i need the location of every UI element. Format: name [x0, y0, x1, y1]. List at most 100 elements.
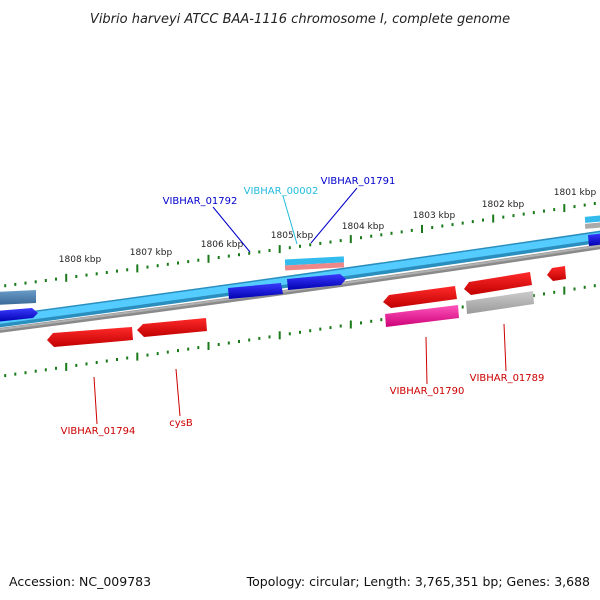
- minor-tick: [146, 265, 149, 269]
- gene-label-vibhar-01792[interactable]: VIBHAR_01792: [163, 196, 238, 207]
- minor-tick: [75, 275, 78, 278]
- upper-features: [0, 215, 600, 305]
- gene-feature[interactable]: [584, 215, 600, 223]
- minor-tick: [360, 321, 362, 325]
- minor-tick: [502, 215, 505, 219]
- minor-tick: [24, 281, 27, 285]
- accession-text: Accession: NC_009783: [9, 574, 151, 589]
- minor-tick: [4, 284, 7, 288]
- minor-tick: [319, 327, 322, 331]
- minor-tick: [543, 209, 545, 213]
- major-tick: [349, 320, 352, 329]
- minor-tick: [390, 231, 393, 235]
- minor-tick: [380, 318, 383, 322]
- minor-tick: [85, 273, 88, 277]
- gene-vibhar-00002[interactable]: [284, 256, 345, 266]
- minor-tick: [512, 214, 515, 218]
- minor-tick: [85, 362, 88, 366]
- minor-tick: [248, 338, 251, 342]
- minor-tick: [177, 261, 179, 265]
- minor-tick: [197, 346, 200, 350]
- scale-label: 1803 kbp: [413, 211, 456, 221]
- minor-tick: [583, 285, 586, 289]
- scale-label: 1804 kbp: [342, 222, 385, 232]
- gene-feature[interactable]: [0, 290, 36, 305]
- minor-tick: [197, 258, 200, 262]
- gene-arrow-vibhar-01791[interactable]: [287, 274, 346, 290]
- minor-tick: [309, 329, 312, 333]
- minor-tick: [187, 347, 190, 351]
- gene-feature[interactable]: [284, 262, 345, 271]
- minor-tick: [268, 249, 271, 252]
- minor-tick: [34, 369, 37, 373]
- gene-arrow[interactable]: [228, 283, 283, 299]
- major-tick: [136, 264, 139, 273]
- minor-tick: [543, 292, 545, 296]
- gene-label-vibhar-01789[interactable]: VIBHAR_01789: [470, 373, 545, 384]
- minor-tick: [105, 359, 108, 363]
- minor-tick: [258, 336, 261, 340]
- major-tick: [65, 362, 68, 371]
- minor-tick: [24, 371, 27, 375]
- gene-arrow-vibhar-01790-rna[interactable]: [385, 305, 459, 327]
- major-tick: [349, 235, 352, 244]
- major-tick: [136, 352, 139, 361]
- gene-label-vibhar-01791[interactable]: VIBHAR_01791: [321, 176, 396, 187]
- minor-tick: [593, 284, 596, 288]
- minor-tick: [573, 287, 576, 291]
- topology-text: Topology: circular; Length: 3,765,351 bp…: [246, 574, 590, 589]
- upper-tick-track: [4, 202, 596, 288]
- gene-label-vibhar-01790[interactable]: VIBHAR_01790: [390, 386, 465, 397]
- minor-tick: [116, 269, 118, 273]
- minor-tick: [105, 271, 108, 274]
- minor-tick: [299, 244, 301, 248]
- minor-tick: [553, 290, 556, 294]
- major-tick: [278, 245, 281, 254]
- minor-tick: [268, 335, 271, 339]
- major-tick: [65, 273, 68, 282]
- minor-tick: [532, 211, 535, 215]
- gene-label-vibhar-01794[interactable]: VIBHAR_01794: [61, 426, 136, 437]
- gene-arrow[interactable]: [0, 308, 38, 322]
- gene-arrow-vibhar-01794[interactable]: [47, 327, 133, 347]
- major-tick: [207, 254, 210, 263]
- gene-arrow[interactable]: [547, 266, 566, 281]
- minor-tick: [522, 212, 525, 216]
- scale-label: 1802 kbp: [482, 200, 525, 210]
- minor-tick: [217, 256, 220, 259]
- minor-tick: [248, 251, 251, 255]
- minor-tick: [573, 205, 576, 209]
- minor-tick: [126, 268, 129, 272]
- minor-tick: [126, 356, 129, 360]
- gene-arrow-vibhar-01789[interactable]: [464, 272, 532, 295]
- minor-tick: [532, 294, 535, 298]
- minor-tick: [75, 363, 78, 367]
- major-tick: [278, 331, 281, 340]
- gene-arrow-vibhar-01790[interactable]: [383, 286, 457, 308]
- minor-tick: [593, 202, 596, 205]
- minor-tick: [329, 326, 332, 330]
- minor-tick: [14, 372, 17, 376]
- forward-genes: [0, 233, 600, 322]
- minor-tick: [370, 234, 373, 238]
- minor-tick: [299, 330, 301, 334]
- scale-label: 1805 kbp: [271, 231, 314, 241]
- gene-label-cysb[interactable]: cysB: [169, 418, 193, 429]
- minor-tick: [410, 228, 413, 232]
- minor-tick: [319, 241, 322, 245]
- minor-tick: [238, 340, 240, 343]
- minor-tick: [431, 226, 434, 229]
- scale-label: 1801 kbp: [554, 188, 597, 198]
- gene-arrow-pseudo[interactable]: [466, 291, 534, 314]
- minor-tick: [44, 368, 47, 372]
- minor-tick: [553, 208, 556, 212]
- gene-label-vibhar-00002[interactable]: VIBHAR_00002: [244, 186, 319, 197]
- gene-arrow[interactable]: [588, 233, 600, 246]
- minor-tick: [451, 223, 454, 227]
- minor-tick: [258, 250, 261, 254]
- minor-tick: [55, 277, 57, 281]
- gene-arrow-cysb[interactable]: [137, 318, 207, 337]
- bottom-gene-labels: VIBHAR_01794 cysB VIBHAR_01790 VIBHAR_01…: [61, 373, 545, 437]
- gene-feature[interactable]: [584, 222, 600, 229]
